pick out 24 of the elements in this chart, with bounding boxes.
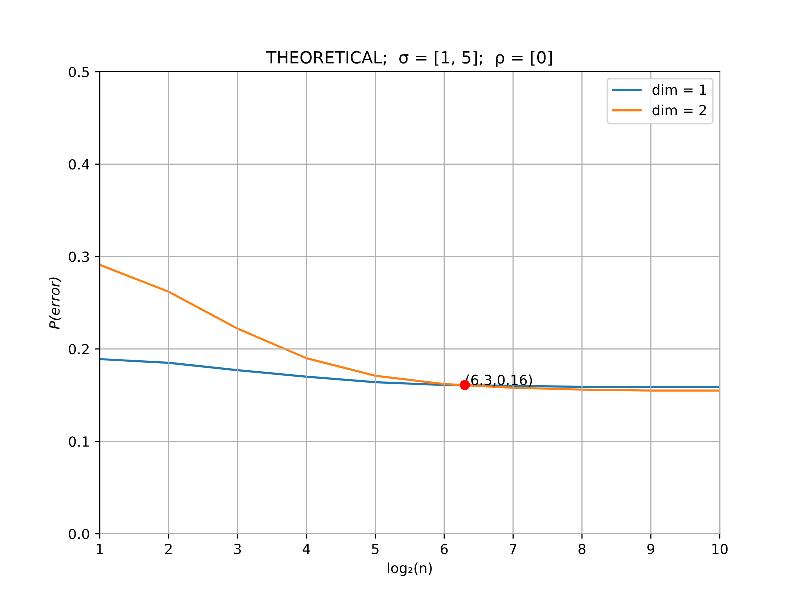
x-tick-label: 7 xyxy=(510,544,517,554)
y-tick-label: 0.3 xyxy=(69,252,90,262)
annotation: (6.3,0.16) xyxy=(466,374,532,388)
y-tick-label: 0.4 xyxy=(69,159,90,170)
line-series xyxy=(100,358,720,388)
line-series xyxy=(100,264,720,392)
x-tick-label: 5 xyxy=(372,544,379,554)
x-tick-label: 2 xyxy=(165,544,172,554)
x-tick-label: 10 xyxy=(712,544,728,554)
x-tick-label: 4 xyxy=(302,544,310,554)
x-tick-label: 6 xyxy=(440,544,448,554)
chart-title: THEORETICAL; σ = [1, 5]; ρ = [0] xyxy=(266,51,552,68)
legend-label: dim = 2 xyxy=(652,104,706,116)
y-tick-label: 0.1 xyxy=(69,436,89,448)
y-tick-label: 0.0 xyxy=(69,528,90,540)
y-tick-label: 0.2 xyxy=(69,344,89,355)
x-tick-label: 8 xyxy=(578,544,586,554)
x-axis-title: log₂(n) xyxy=(388,562,432,576)
x-tick-label: 3 xyxy=(234,544,242,554)
x-tick-label: 9 xyxy=(648,544,655,554)
legend-label: dim = 1 xyxy=(652,84,706,96)
y-axis-title: P(error) xyxy=(49,278,62,330)
x-tick-label: 1 xyxy=(97,544,104,554)
y-tick-label: 0.5 xyxy=(69,66,90,78)
